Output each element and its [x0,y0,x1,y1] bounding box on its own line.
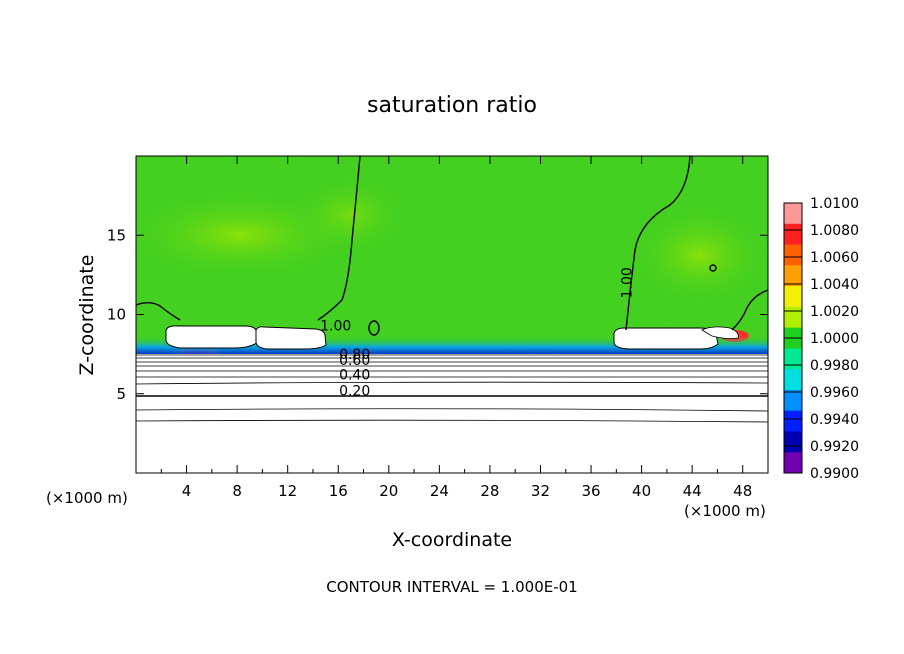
x-axis-ticks: 4 8 12 16 20 24 28 32 36 40 44 48 [160,156,752,500]
cloud-block-2 [255,326,327,350]
cloud-block-3 [613,327,719,350]
y-tick-label: 5 [116,385,126,403]
chart-title: saturation ratio [367,93,537,118]
x-tick-label: 40 [632,482,651,500]
y-unit-label: (×1000 m) [46,489,128,507]
colorbar-label: 0.9980 [810,358,859,374]
colorbar-label: 0.9900 [810,466,859,482]
colorbar-label: 1.0100 [810,196,859,212]
stable-layer [136,354,768,473]
x-tick-label: 48 [733,482,752,500]
contour-label: 0.60 [339,353,370,369]
y-tick-label: 10 [107,306,126,324]
colorbar-swatch [784,265,802,287]
colorbar-swatch [784,348,802,370]
colorbar-swatch [784,431,802,453]
x-tick-label: 32 [531,482,550,500]
colorbar-swatch [784,389,802,412]
colorbar-label: 1.0020 [810,304,859,320]
colorbar-label: 0.9940 [810,412,859,428]
x-tick-label: 12 [278,482,297,500]
contour-label: 0.20 [339,383,370,399]
colorbar-swatch [784,286,802,308]
contour-lines-lower [136,354,768,423]
cloud-block-1 [165,325,259,349]
contour-lines-upper [136,156,768,336]
colorbar-label: 1.0080 [810,223,859,239]
field-warm-3 [290,175,410,255]
colorbar-swatch [784,452,802,474]
colorbar-swatch [784,410,802,432]
x-axis-label: X-coordinate [392,529,512,551]
colorbar-swatch [784,203,802,225]
x-tick-label: 16 [329,482,348,500]
colorbar-swatch [784,369,802,391]
x-tick-label: 44 [683,482,702,500]
colorbar-label: 1.0040 [810,277,859,293]
colorbar-swatch [784,306,802,329]
contour-labels: 1.00 1.00 0.800.600.400.20 [320,267,635,399]
colorbar: 1.0100 1.0080 1.0060 1.0040 1.0020 1.0000 0.99… [783,196,859,482]
cloud-fragment [701,326,739,340]
contour-label: 0.40 [339,367,370,383]
plot-area [136,156,768,473]
y-axis-label: Z-coordinate [76,255,98,376]
contour-label: 1.00 [619,267,635,298]
y-axis-ticks: 5 10 15 [107,226,768,403]
contour-label: 0.80 [339,347,370,363]
x-tick-label: 4 [182,482,192,500]
x-tick-label: 8 [232,482,242,500]
x-tick-label: 24 [430,482,449,500]
field-warm-2 [630,205,768,305]
colorbar-swatch [784,223,802,246]
colorbar-label: 1.0060 [810,250,859,266]
colorbar-label: 0.9960 [810,385,859,401]
y-tick-label: 15 [107,226,126,244]
colorbar-label: 1.0000 [810,331,859,347]
colorbar-label: 0.9920 [810,439,859,455]
colorbar-swatch [784,244,802,266]
contour-interval-note: CONTOUR INTERVAL = 1.000E-01 [326,578,577,596]
x-tick-label: 36 [581,482,600,500]
contour-label: 1.00 [320,318,351,334]
x-unit-label: (×1000 m) [684,502,766,520]
x-tick-label: 28 [480,482,499,500]
x-tick-label: 20 [379,482,398,500]
